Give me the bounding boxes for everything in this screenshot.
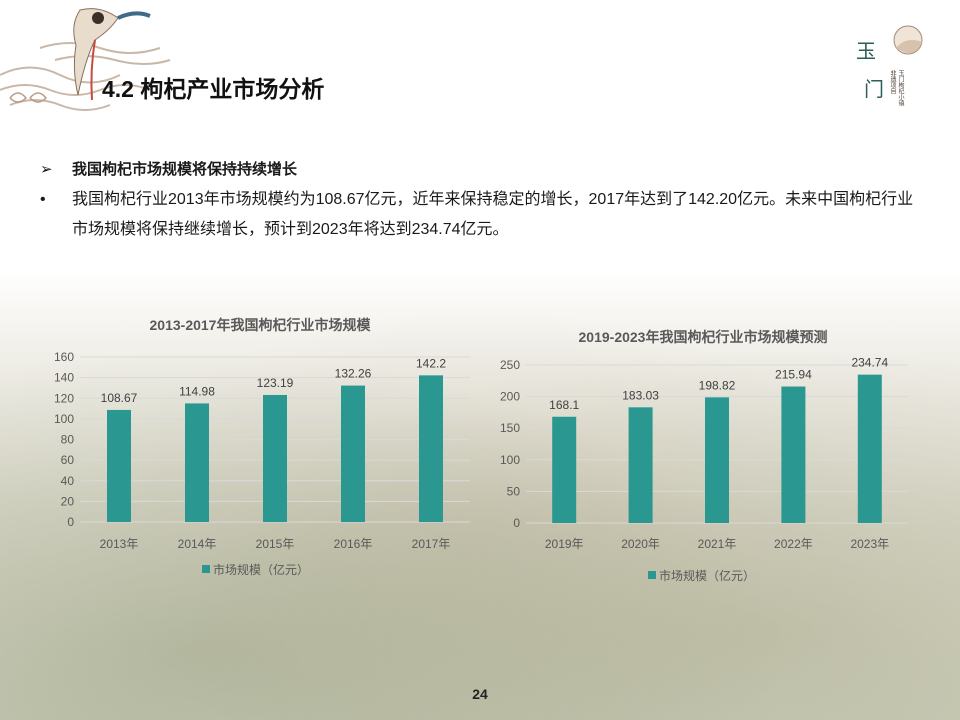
- x-tick-label: 2014年: [178, 537, 217, 551]
- data-label: 215.94: [775, 368, 812, 382]
- x-tick-label: 2016年: [334, 537, 373, 551]
- y-tick-label: 120: [54, 391, 74, 405]
- dot-bullet-icon: •: [40, 191, 46, 208]
- x-tick-label: 2017年: [412, 537, 451, 551]
- bar: [857, 374, 882, 523]
- svg-text:非遗项目: 非遗项目: [889, 69, 896, 95]
- bar: [185, 403, 209, 522]
- y-tick-label: 60: [61, 453, 75, 467]
- y-tick-label: 250: [500, 358, 520, 372]
- y-tick-label: 160: [54, 350, 74, 364]
- legend-label: 市场规模（亿元）: [213, 562, 309, 577]
- data-label: 198.82: [699, 378, 736, 392]
- y-tick-label: 40: [61, 474, 75, 488]
- bar: [552, 416, 577, 523]
- x-tick-label: 2023年: [850, 537, 889, 551]
- y-tick-label: 50: [507, 484, 521, 498]
- bar: [341, 385, 365, 522]
- svg-text:玉门枸杞小镇: 玉门枸杞小镇: [897, 70, 904, 107]
- chart-right-svg: 2019-2023年我国枸杞行业市场规模预测 0 50 100 150 200 250 168…: [500, 329, 908, 583]
- y-tick-label: 200: [500, 390, 520, 404]
- arrow-bullet-icon: ➢: [40, 161, 53, 178]
- page-title: 4.2 枸杞产业市场分析: [102, 76, 325, 102]
- yumen-logo: 玉 门 非遗项目 玉门枸杞小镇: [856, 25, 923, 107]
- bar: [107, 409, 131, 522]
- chart-left-svg: 2013-2017年我国枸杞行业市场规模 0 20 40 60 80 100 120 140 16…: [54, 317, 470, 577]
- y-tick-label: 100: [54, 412, 74, 426]
- bullet-body-text: 我国枸杞行业2013年市场规模约为108.67亿元，近年来保持稳定的增长，201…: [72, 191, 914, 238]
- x-tick-label: 2015年: [256, 537, 295, 551]
- chart-right: 2019-2023年我国枸杞行业市场规模预测 0 50 100 150 200 250 168…: [478, 318, 918, 598]
- chart-left: 2013-2017年我国枸杞行业市场规模 0 20 40 60 80 100 120 140 16…: [30, 312, 480, 592]
- bullet-heading: ➢ 我国枸杞市场规模将保持持续增长: [40, 155, 920, 185]
- x-tick-label: 2022年: [774, 537, 813, 551]
- data-label: 168.1: [549, 398, 579, 412]
- bar: [628, 407, 653, 523]
- bar: [781, 386, 806, 523]
- data-label: 114.98: [179, 384, 215, 398]
- data-label: 183.03: [622, 388, 659, 402]
- data-label: 108.67: [101, 391, 138, 405]
- bullet-list: ➢ 我国枸杞市场规模将保持持续增长 • 我国枸杞行业2013年市场规模约为108…: [40, 155, 920, 245]
- bar: [419, 375, 443, 522]
- data-label: 234.74: [851, 356, 888, 370]
- data-label: 142.2: [416, 356, 446, 370]
- bullet-body: • 我国枸杞行业2013年市场规模约为108.67亿元，近年来保持稳定的增长，2…: [40, 185, 920, 245]
- y-tick-label: 0: [67, 515, 74, 529]
- bar: [705, 397, 729, 523]
- y-tick-label: 20: [61, 494, 75, 508]
- x-tick-label: 2020年: [621, 537, 660, 551]
- page-number: 24: [472, 686, 488, 702]
- y-tick-label: 80: [61, 433, 75, 447]
- data-label: 132.26: [335, 367, 372, 381]
- decorative-cloud-illustration: [0, 8, 171, 111]
- svg-text:玉: 玉: [856, 39, 876, 63]
- bullet-heading-text: 我国枸杞市场规模将保持持续增长: [72, 161, 298, 178]
- legend-swatch: [648, 571, 656, 579]
- svg-text:门: 门: [864, 77, 884, 101]
- data-label: 123.19: [257, 376, 294, 390]
- x-tick-label: 2021年: [698, 537, 737, 551]
- chart-title: 2013-2017年我国枸杞行业市场规模: [150, 317, 372, 333]
- x-tick-label: 2013年: [100, 537, 139, 551]
- y-tick-label: 0: [513, 516, 520, 530]
- bar: [263, 394, 287, 522]
- legend-label: 市场规模（亿元）: [659, 568, 755, 583]
- legend-swatch: [202, 565, 210, 573]
- x-tick-label: 2019年: [545, 537, 584, 551]
- chart-title: 2019-2023年我国枸杞行业市场规模预测: [579, 329, 828, 345]
- y-tick-label: 150: [500, 421, 520, 435]
- y-tick-label: 100: [500, 453, 520, 467]
- y-tick-label: 140: [54, 371, 74, 385]
